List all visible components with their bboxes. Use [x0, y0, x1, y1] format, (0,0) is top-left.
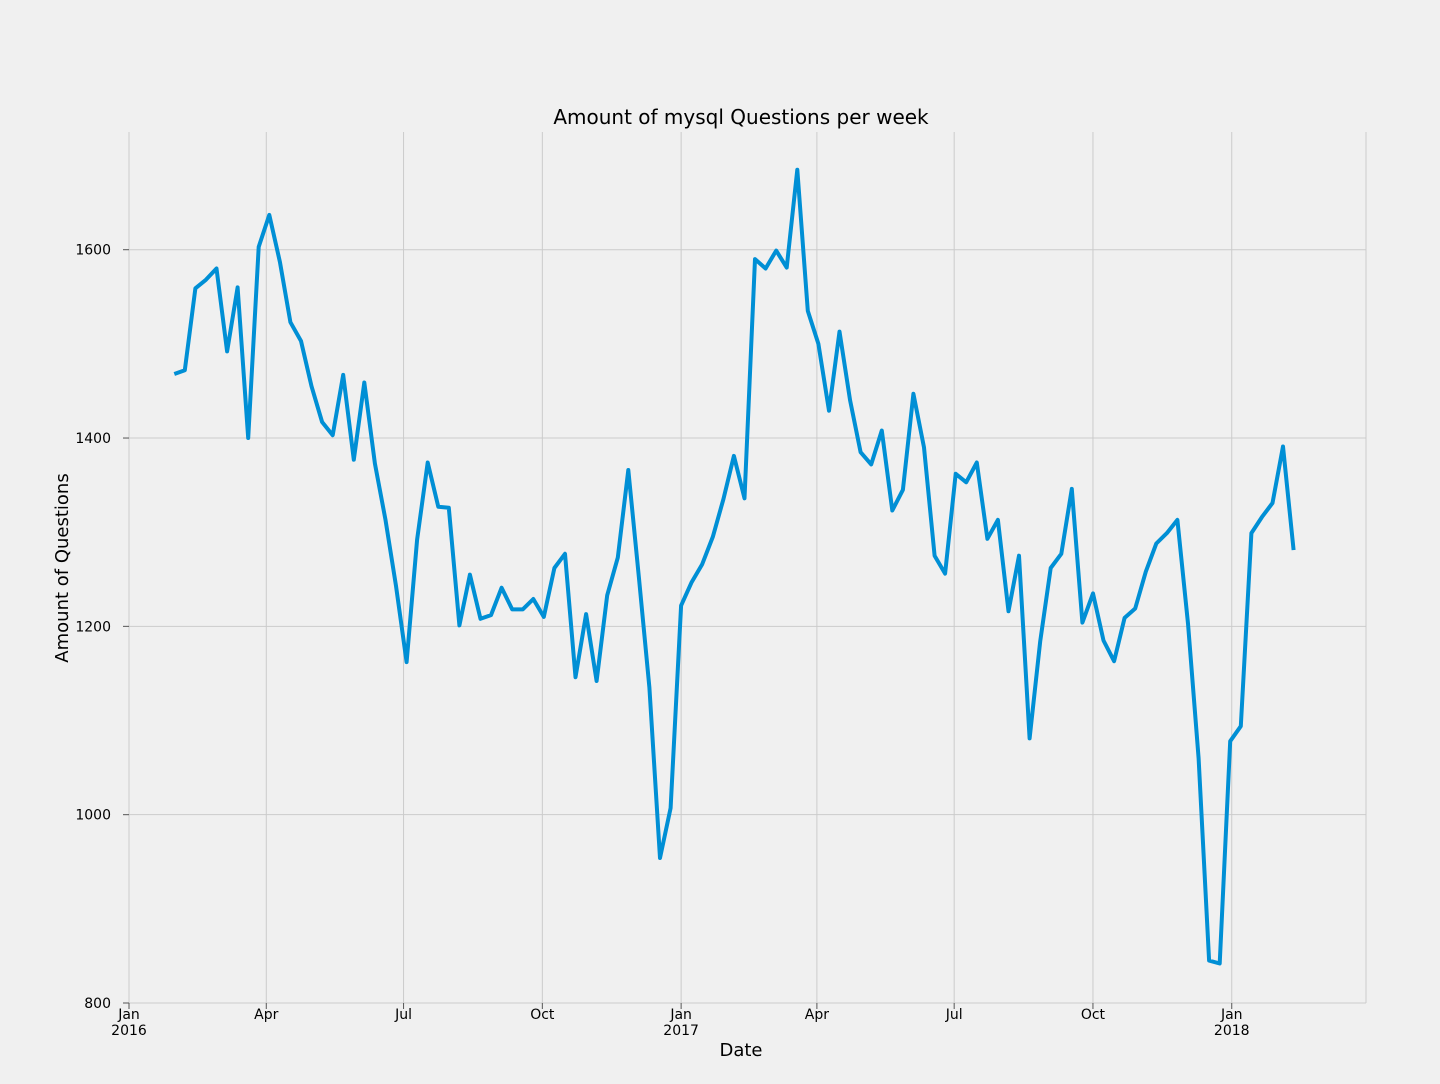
series-layer [173, 167, 1296, 966]
x-tick-label: Apr [254, 1007, 278, 1023]
x-tick-label: Oct [530, 1007, 555, 1023]
y-axis-label: Amount of Questions [52, 473, 73, 662]
x-tick-label: Apr [805, 1007, 829, 1023]
x-tick-label: Jul [945, 1007, 963, 1023]
x-tick-label: Jan [117, 1007, 140, 1023]
y-tick-label: 1400 [75, 431, 111, 447]
y-tick-label: 1000 [75, 808, 111, 824]
chart-title: Amount of mysql Questions per week [553, 105, 929, 129]
x-tick-label: Oct [1081, 1007, 1106, 1023]
x-tick-year-label: 2017 [663, 1023, 699, 1039]
x-tick-label: Jan [669, 1007, 692, 1023]
y-tick-label: 800 [84, 996, 111, 1012]
x-tick-year-label: 2016 [111, 1023, 147, 1039]
series-line [173, 167, 1296, 966]
y-tick-label: 1600 [75, 243, 111, 259]
y-tick-label: 1200 [75, 619, 111, 635]
x-tick-year-label: 2018 [1214, 1023, 1250, 1039]
x-tick-label: Jul [394, 1007, 412, 1023]
axes-spines [128, 132, 1367, 1004]
x-axis-label: Date [719, 1040, 762, 1061]
x-tick-label: Jan [1220, 1007, 1243, 1023]
